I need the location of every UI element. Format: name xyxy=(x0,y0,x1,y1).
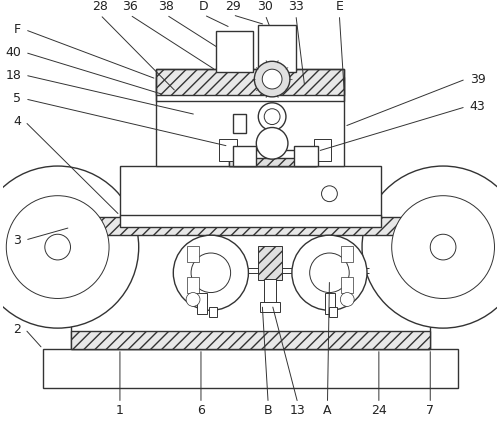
Circle shape xyxy=(430,234,456,260)
Bar xyxy=(187,246,199,262)
Text: 40: 40 xyxy=(5,46,21,59)
Circle shape xyxy=(6,196,109,299)
Circle shape xyxy=(45,234,70,260)
Bar xyxy=(216,30,254,72)
Bar xyxy=(120,215,381,227)
Text: 7: 7 xyxy=(426,404,434,417)
Bar xyxy=(330,308,338,317)
Text: 5: 5 xyxy=(13,92,21,105)
Bar xyxy=(258,25,296,72)
Circle shape xyxy=(174,235,248,310)
Bar xyxy=(43,349,458,388)
Bar xyxy=(70,217,430,235)
Circle shape xyxy=(258,103,286,130)
Text: 38: 38 xyxy=(158,0,174,14)
Bar xyxy=(156,69,344,95)
Bar xyxy=(70,331,430,349)
Circle shape xyxy=(310,253,349,293)
Bar xyxy=(258,246,282,280)
Circle shape xyxy=(264,109,280,124)
Circle shape xyxy=(254,61,290,97)
Text: 36: 36 xyxy=(122,0,138,14)
Circle shape xyxy=(340,293,354,306)
Bar xyxy=(294,146,318,166)
Text: 39: 39 xyxy=(470,73,486,85)
Text: 33: 33 xyxy=(288,0,304,14)
Circle shape xyxy=(392,196,494,299)
Text: 43: 43 xyxy=(470,100,486,113)
Text: 18: 18 xyxy=(5,69,21,82)
Text: E: E xyxy=(336,0,344,14)
Bar xyxy=(342,246,353,262)
Text: 28: 28 xyxy=(92,0,108,14)
Text: 29: 29 xyxy=(224,0,240,14)
Circle shape xyxy=(262,69,282,89)
Bar xyxy=(219,139,236,161)
Bar xyxy=(70,211,430,349)
Bar xyxy=(209,308,217,317)
Bar xyxy=(156,77,344,166)
Bar xyxy=(342,277,353,293)
Text: A: A xyxy=(323,404,332,417)
Bar xyxy=(187,277,199,293)
Text: 1: 1 xyxy=(116,404,124,417)
Bar xyxy=(228,150,316,166)
Bar xyxy=(232,114,246,133)
Bar xyxy=(326,293,336,314)
Text: F: F xyxy=(14,23,21,36)
Circle shape xyxy=(186,293,200,306)
Circle shape xyxy=(362,166,500,328)
Text: 24: 24 xyxy=(371,404,386,417)
Text: 13: 13 xyxy=(290,404,306,417)
Bar xyxy=(197,293,207,314)
Text: 2: 2 xyxy=(13,323,21,335)
Bar xyxy=(228,158,316,166)
Bar xyxy=(232,146,256,166)
Circle shape xyxy=(256,127,288,159)
Text: D: D xyxy=(199,0,208,14)
Circle shape xyxy=(322,186,338,202)
Circle shape xyxy=(0,166,138,328)
Text: B: B xyxy=(264,404,272,417)
Bar xyxy=(260,302,280,312)
Bar xyxy=(120,166,381,217)
Bar xyxy=(264,279,276,305)
Text: 4: 4 xyxy=(13,115,21,128)
Text: 3: 3 xyxy=(13,233,21,247)
Bar xyxy=(314,139,332,161)
Circle shape xyxy=(191,253,230,293)
Circle shape xyxy=(292,235,367,310)
Bar xyxy=(156,69,344,101)
Text: 6: 6 xyxy=(197,404,205,417)
Text: 30: 30 xyxy=(258,0,273,14)
